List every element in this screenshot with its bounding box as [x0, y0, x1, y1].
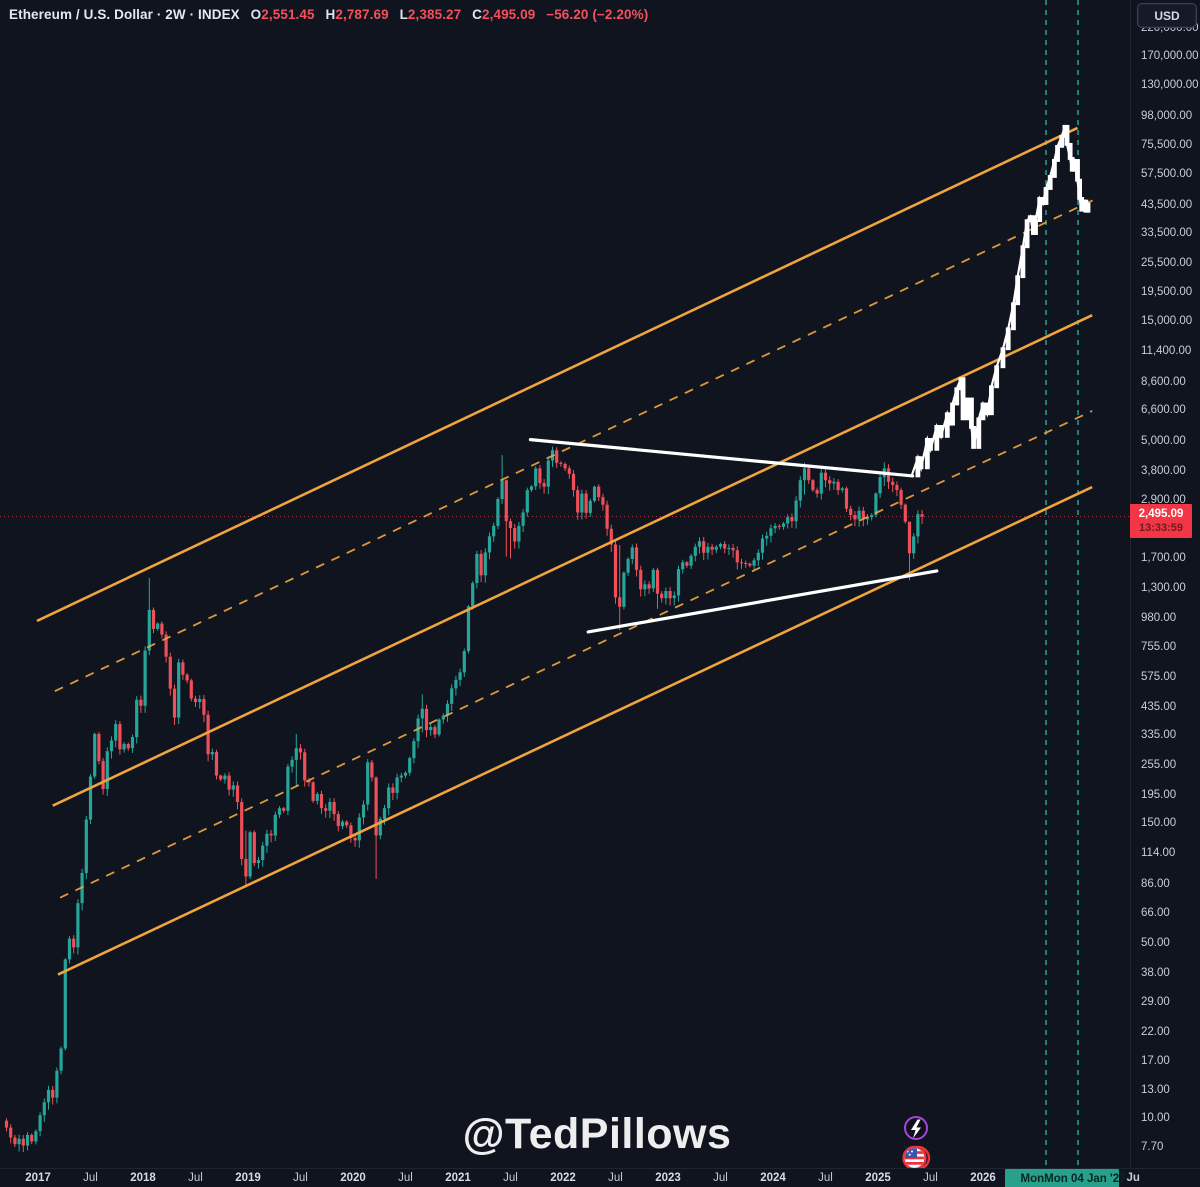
low-value: 2,385.27 — [407, 7, 462, 22]
time-tick-label: 2017 — [25, 1172, 51, 1184]
time-tick-label: 2025 — [865, 1172, 891, 1184]
channel-lines[interactable] — [36, 126, 1094, 976]
price-tick-label: 10.00 — [1141, 1112, 1170, 1125]
price-tick-label: 22.00 — [1141, 1026, 1170, 1039]
price-tick-label: 1,700.00 — [1141, 552, 1186, 565]
price-tick-label: 13.00 — [1141, 1083, 1170, 1096]
current-price-badge: 2,495.09 13:33:59 — [1130, 503, 1192, 538]
us-flag-icon[interactable] — [902, 1145, 931, 1171]
symbol-title[interactable]: Ethereum / U.S. Dollar · 2W · INDEX — [9, 7, 240, 22]
time-tick-label: 2019 — [235, 1172, 261, 1184]
price-tick-label: 8,600.00 — [1141, 375, 1186, 388]
price-tick-label: 66.00 — [1141, 906, 1170, 919]
range-start-label: Mon — [1020, 1172, 1045, 1185]
time-tick-label: Jul — [188, 1172, 203, 1184]
price-tick-label: 335.00 — [1141, 729, 1177, 742]
range-end-label: Mon 04 Jan '27 — [1044, 1172, 1126, 1185]
price-tick-label: 170,000.00 — [1141, 50, 1199, 63]
price-tick-label: 57,500.00 — [1141, 168, 1193, 181]
time-axis[interactable]: Mon Mon 04 Jan '27 Ju 2017 Jul 2018 Jul 2019… — [0, 1168, 1200, 1187]
candles-layer — [4, 446, 924, 1153]
price-tick-label: 19,500.00 — [1141, 286, 1193, 299]
time-tick-label: Jul — [923, 1172, 938, 1184]
time-tick-label: 2021 — [445, 1172, 471, 1184]
price-tick-label: 15,000.00 — [1141, 314, 1193, 327]
price-tick-label: 29.00 — [1141, 996, 1170, 1009]
price-tick-label: 195.00 — [1141, 788, 1177, 801]
channel-upper-solid[interactable] — [36, 126, 1079, 623]
symbol-header: Ethereum / U.S. Dollar · 2W · INDEX O2,5… — [9, 7, 648, 22]
price-axis[interactable]: 220,000.00 170,000.00 130,000.00 98,000.00 7… — [1130, 0, 1200, 1168]
time-tick-label: 2020 — [340, 1172, 366, 1184]
price-tick-label: 50.00 — [1141, 936, 1170, 949]
triangle-lower-trendline[interactable] — [586, 569, 939, 634]
low-label: L — [399, 7, 408, 22]
currency-usd-button[interactable]: USD — [1137, 3, 1197, 28]
channel-lower-dashed[interactable] — [59, 410, 1093, 899]
projection-path[interactable] — [910, 124, 1091, 478]
date-range-highlight: Mon Mon 04 Jan '27 — [1004, 1169, 1126, 1187]
price-tick-label: 75,500.00 — [1141, 138, 1193, 151]
price-tick-label: 1,300.00 — [1141, 581, 1186, 594]
price-tick-label: 25,500.00 — [1141, 257, 1193, 270]
time-tick-label: Jul — [83, 1172, 98, 1184]
time-tick-label: 2018 — [130, 1172, 156, 1184]
change-value: −56.20 (−2.20%) — [546, 7, 649, 22]
price-tick-label: 33,500.00 — [1141, 227, 1193, 240]
watermark: @TedPillows — [462, 1110, 732, 1158]
current-price-value: 2,495.09 — [1138, 507, 1184, 520]
open-value: 2,551.45 — [261, 7, 315, 22]
time-tick-label: 2026 — [970, 1172, 996, 1184]
chart-stickers — [902, 1116, 931, 1171]
price-tick-label: 11,400.00 — [1141, 344, 1192, 357]
high-value: 2,787.69 — [335, 7, 389, 22]
price-tick-label: 755.00 — [1141, 640, 1177, 653]
price-tick-label: 255.00 — [1141, 759, 1177, 772]
price-tick-label: 86.00 — [1141, 877, 1170, 890]
price-tick-label: 3,800.00 — [1141, 464, 1186, 477]
close-label: C — [472, 7, 482, 22]
price-tick-label: 980.00 — [1141, 612, 1177, 625]
channel-lower-solid[interactable] — [57, 485, 1093, 976]
time-tick-label: Jul — [608, 1172, 623, 1184]
price-tick-label: 130,000.00 — [1141, 79, 1199, 92]
price-tick-label: 98,000.00 — [1141, 110, 1193, 123]
time-tick-label: Ju — [1126, 1172, 1140, 1184]
price-tick-label: 17.00 — [1141, 1054, 1170, 1067]
channel-upper-dashed[interactable] — [54, 199, 1094, 692]
bar-countdown: 13:33:59 — [1138, 521, 1184, 534]
time-tick-label: Jul — [818, 1172, 833, 1184]
price-tick-label: 435.00 — [1141, 701, 1177, 713]
price-tick-label: 114.00 — [1141, 847, 1176, 860]
price-tick-label: 38.00 — [1141, 966, 1170, 979]
time-tick-label: 2024 — [760, 1172, 786, 1184]
time-tick-label: 2023 — [655, 1172, 681, 1184]
open-label: O — [250, 7, 262, 22]
time-tick-label: Jul — [398, 1172, 413, 1184]
triangle-upper-trendline[interactable] — [528, 438, 915, 478]
price-tick-label: 2,900.00 — [1141, 494, 1186, 507]
price-tick-label: 6,600.00 — [1141, 404, 1186, 417]
price-tick-label: 43,500.00 — [1141, 198, 1193, 211]
time-tick-label: Jul — [503, 1172, 518, 1184]
time-tick-label: Jul — [713, 1172, 728, 1184]
channel-middle-solid[interactable] — [52, 314, 1093, 807]
price-tick-label: 575.00 — [1141, 670, 1177, 683]
triangle-trendlines[interactable] — [528, 438, 939, 634]
price-tick-label: 7.70 — [1141, 1140, 1164, 1153]
close-value: 2,495.09 — [482, 7, 536, 22]
time-tick-label: 2022 — [550, 1172, 576, 1184]
price-tick-label: 5,000.00 — [1141, 434, 1186, 447]
lightning-icon[interactable] — [904, 1116, 928, 1140]
high-label: H — [325, 7, 336, 22]
time-tick-label: Jul — [293, 1172, 308, 1184]
price-tick-label: 150.00 — [1141, 817, 1177, 830]
